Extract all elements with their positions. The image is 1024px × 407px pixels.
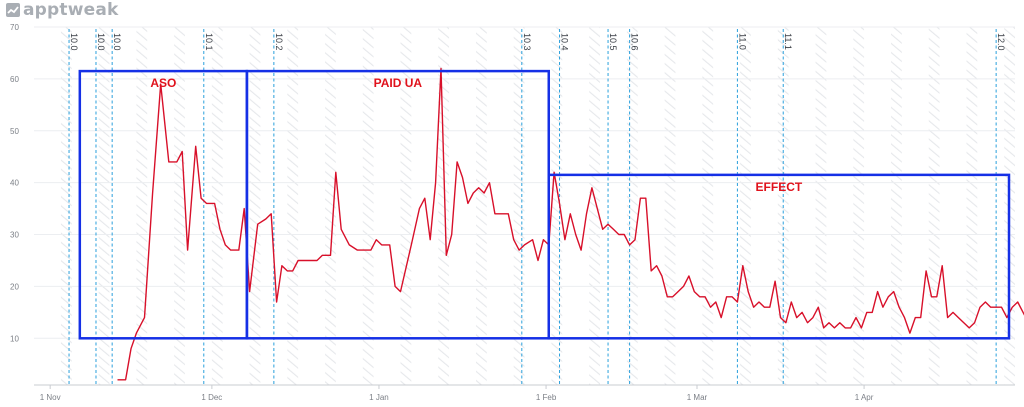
weekend-band [400, 27, 412, 385]
grid-lines [34, 26, 1015, 389]
x-tick-label: 1 Jan [369, 393, 389, 402]
weekend-band [211, 27, 223, 385]
weekend-band [136, 27, 148, 385]
y-tick-label: 50 [10, 127, 19, 136]
x-tick-label: 1 Dec [201, 393, 222, 402]
weekend-band [60, 27, 72, 385]
y-tick-label: 40 [10, 179, 19, 188]
version-label: 10.5 [608, 33, 618, 51]
weekend-band [362, 27, 374, 385]
weekend-band [174, 27, 185, 385]
brand-name: apptweak [23, 0, 119, 20]
weekend-band [740, 27, 751, 385]
weekend-band [702, 27, 714, 385]
x-tick-label: 1 Mar [687, 393, 708, 402]
version-label: 10.4 [560, 33, 570, 51]
version-markers: 10.0 10.0 10.0 10.1 10.2 10.3 10.4 10.5 10.6 11.0… [68, 29, 1006, 385]
weekend-band [287, 27, 299, 385]
weekend-band [815, 27, 827, 385]
weekend-band [664, 27, 676, 385]
chart-logo-icon [6, 3, 20, 17]
axis-labels: 70 60 50 40 30 20 10 1 Nov 1 Dec 1 Jan 1 Feb 1 Mar 1… [10, 23, 874, 402]
weekend-band [853, 27, 865, 385]
weekend-band [249, 27, 261, 385]
y-tick-label: 20 [10, 282, 19, 291]
weekend-band [475, 27, 487, 385]
weekend-band [438, 27, 450, 385]
y-tick-label: 60 [10, 75, 19, 84]
series-line [117, 67, 1024, 381]
y-tick-label: 10 [10, 334, 19, 343]
version-label: 10.0 [112, 33, 122, 51]
series-polyline [117, 67, 1024, 381]
version-label: 10.2 [274, 33, 284, 51]
annotation-boxes: ASO PAID UA EFFECT [78, 69, 1011, 340]
annotation-label: ASO [150, 76, 176, 90]
annotation-box [547, 173, 1011, 340]
weekend-band [98, 27, 110, 385]
weekend-band [966, 27, 978, 385]
x-tick-label: 1 Nov [40, 393, 61, 402]
version-label: 10.1 [204, 33, 214, 51]
version-label: 10.0 [69, 33, 79, 51]
x-tick-label: 1 Feb [536, 393, 557, 402]
version-label: 10.3 [522, 33, 532, 51]
weekend-band [325, 27, 336, 385]
weekend-band [551, 27, 563, 385]
x-tick-label: 1 Apr [855, 393, 874, 402]
version-label: 10.0 [96, 33, 106, 51]
brand-logo: apptweak [6, 0, 119, 20]
weekend-band [626, 27, 638, 385]
weekend-band [513, 27, 525, 385]
weekend-band [589, 27, 600, 385]
version-label: 12.0 [996, 33, 1006, 51]
y-tick-label: 30 [10, 231, 19, 240]
weekend-band [928, 27, 940, 385]
weekend-band [891, 27, 902, 385]
version-label: 11.0 [737, 33, 747, 50]
y-tick-label: 70 [10, 23, 19, 32]
annotation-label: PAID UA [374, 76, 423, 90]
version-label: 10.6 [630, 33, 640, 51]
annotation-label: EFFECT [756, 180, 803, 194]
version-label: 11.1 [783, 33, 793, 50]
